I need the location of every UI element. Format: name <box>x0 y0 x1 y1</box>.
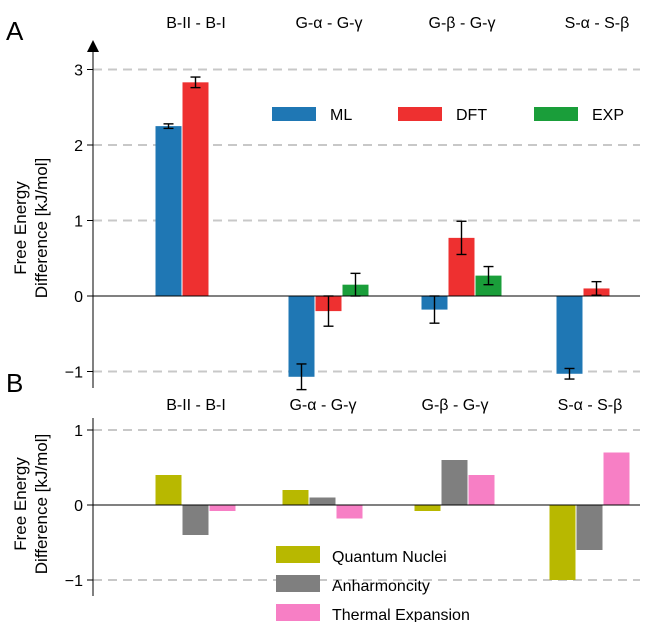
panel-a-ytick-label: −1 <box>65 365 83 382</box>
panel-b-ytick-label: −1 <box>65 573 83 590</box>
panel-a-legend-swatch <box>272 107 316 121</box>
panel-a-ylabel-line1: Free Energy <box>11 181 30 275</box>
panel-b-bar-thermal-expansion <box>336 505 363 519</box>
panel-b-bar-quantum-nuclei <box>155 475 182 505</box>
panel-b-bar-thermal-expansion <box>603 452 630 505</box>
panel-b-legend-swatch <box>276 575 320 592</box>
panel-b-bar-anharmoncity <box>441 460 468 505</box>
panel-b-legend-label: Anharmoncity <box>332 578 430 595</box>
panel-b-category-label: B-II - B-I <box>166 397 226 414</box>
panel-b-legend-label: Thermal Expansion <box>332 607 470 622</box>
panel-a-bar-dft <box>182 82 209 297</box>
panel-b-category-label: G-β - G-γ <box>422 397 489 414</box>
panel-b-bar-thermal-expansion <box>209 505 236 511</box>
panel-a-bar-ml <box>155 126 182 296</box>
panel-b-letter: B <box>6 368 23 398</box>
panel-b-plot: −1 0 1 B-II - B-I G-α - G-γ G-β - G-γ S-α - S-… <box>65 397 640 622</box>
panel-a-letter: A <box>6 16 24 46</box>
panel-b-category-label: S-α - S-β <box>558 397 623 414</box>
panel-a-legend-label: EXP <box>592 107 624 124</box>
panel-a-legend-label: ML <box>330 107 352 124</box>
panel-a-ylabel-line2: Difference [kJ/mol] <box>32 158 51 298</box>
panel-a-legend-swatch <box>534 107 578 121</box>
panel-b-legend-swatch <box>276 546 320 563</box>
panel-b-bar-thermal-expansion <box>468 475 495 505</box>
panel-b-ytick-label: 0 <box>74 498 83 515</box>
panel-b-ytick-label: 1 <box>74 423 83 440</box>
panel-a-bar-ml <box>556 296 583 374</box>
panel-a-ytick-label: 2 <box>74 138 83 155</box>
panel-a-ytick-label: 0 <box>74 289 83 306</box>
panel-b-legend-label: Quantum Nuclei <box>332 549 447 566</box>
panel-b-category-label: G-α - G-γ <box>289 397 356 414</box>
panel-a-category-label: G-β - G-γ <box>429 15 496 32</box>
panel-b-legend-swatch <box>276 604 320 621</box>
panel-a-legend-swatch <box>398 107 442 121</box>
panel-b-bar-quantum-nuclei <box>549 505 576 580</box>
panel-b-bar-quantum-nuclei <box>282 490 309 505</box>
panel-a-legend-label: DFT <box>456 107 487 124</box>
panel-a-y-axis-arrow <box>87 40 99 52</box>
panel-a-ytick-label: 3 <box>74 63 83 80</box>
panel-a-plot: −1 0 1 2 3 B-II - B-I G-α - G-γ G-β - G-γ S-α - … <box>65 15 640 391</box>
panel-a-ytick-label: 1 <box>74 214 83 231</box>
panel-a-bar-exp <box>475 275 502 296</box>
panel-b-ylabel-line2: Difference [kJ/mol] <box>32 434 51 574</box>
panel-a-category-label: B-II - B-I <box>166 15 226 32</box>
panel-a-category-label: S-α - S-β <box>565 15 630 32</box>
panel-b-bar-anharmoncity <box>309 497 336 505</box>
panel-b-bar-anharmoncity <box>576 505 603 550</box>
panel-a-category-label: G-α - G-γ <box>295 15 362 32</box>
panel-b-ylabel-line1: Free Energy <box>11 457 30 551</box>
panel-b-bar-quantum-nuclei <box>414 505 441 511</box>
panel-b-bar-anharmoncity <box>182 505 209 535</box>
